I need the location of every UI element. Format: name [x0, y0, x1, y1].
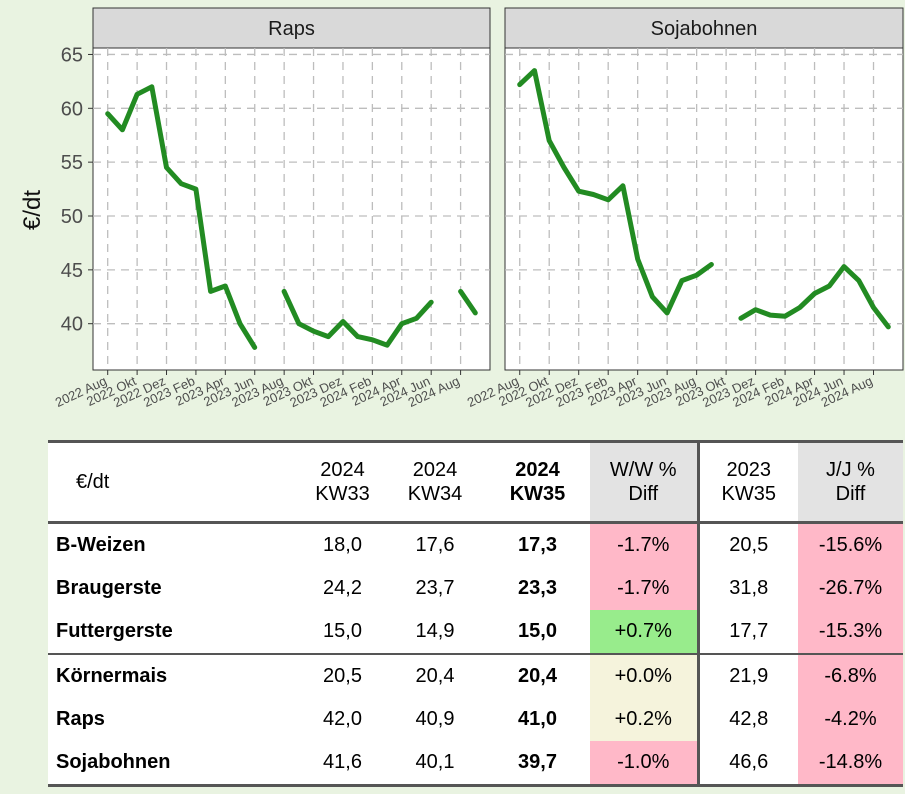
header-cell: W/W % Diff — [590, 440, 698, 524]
y-tick-label: 45 — [61, 260, 83, 282]
cell: 40,9 — [415, 708, 455, 730]
cell: 15,0 — [518, 620, 557, 642]
cell: 41,6 — [300, 741, 385, 787]
y-tick-label: 65 — [61, 44, 83, 66]
y-tick-label: 60 — [61, 98, 83, 120]
cell: -1.0% — [590, 741, 698, 787]
cell: -1.7% — [590, 522, 698, 567]
series-line — [105, 84, 478, 350]
cell: 21,9 — [696, 653, 798, 698]
cell: 46,6 — [696, 741, 798, 787]
row-label: Sojabohnen — [48, 741, 300, 787]
plot-bg — [504, 47, 904, 371]
cell: 17,7 — [696, 610, 798, 654]
table-row: Braugerste 24,2 23,7 23,3 -1.7% 31,8 -26.7% — [48, 567, 903, 610]
cell: 23,7 — [415, 577, 455, 599]
y-tick-label: 50 — [61, 206, 83, 228]
panel-title: Sojabohnen — [651, 18, 758, 40]
cell: -26.7% — [798, 567, 903, 610]
cell: 17,6 — [415, 534, 455, 556]
cell: 42,0 — [323, 708, 362, 730]
row-label: Raps — [56, 708, 105, 730]
table-body: B-Weizen 18,0 17,6 17,3 -1.7% 20,5 -15.6% Braug… — [48, 522, 903, 787]
panel-title: Raps — [268, 18, 315, 40]
row-label: Körnermais — [48, 653, 300, 698]
header-cell: 2024 KW33 — [300, 440, 385, 524]
cell: -15.3% — [798, 610, 903, 654]
header-row: €/dt 2024 KW33 2024 KW34 2024 KW35 W/W % Dif… — [48, 440, 903, 524]
table-row: Raps 42,0 40,9 41,0 +0.2% 42,8 -4.2% — [48, 698, 903, 741]
cell: +0.0% — [590, 653, 698, 698]
cell: 20,4 — [385, 653, 485, 698]
cell: 24,2 — [323, 577, 362, 599]
cell: 18,0 — [323, 534, 362, 556]
header-cell: €/dt — [48, 440, 300, 524]
y-tick-label: 40 — [61, 314, 83, 336]
cell: -6.8% — [798, 653, 903, 698]
row-label: B-Weizen — [56, 534, 146, 556]
cell: 20,4 — [485, 653, 590, 698]
row-label: Futtergerste — [56, 620, 173, 642]
series-line — [517, 68, 891, 330]
cell: -14.8% — [798, 741, 903, 787]
cell: 20,5 — [696, 522, 798, 567]
cell: -4.2% — [798, 698, 903, 741]
cell: 20,5 — [300, 653, 385, 698]
strip — [92, 7, 491, 49]
cell: 42,8 — [696, 698, 798, 741]
cell: 14,9 — [415, 620, 455, 642]
table-row: Futtergerste 15,0 14,9 15,0 +0.7% 17,7 -15.3% — [48, 610, 903, 654]
header-cell: J/J % Diff — [798, 440, 903, 524]
cell: -15.6% — [798, 522, 903, 567]
strip — [504, 7, 904, 49]
cell: 15,0 — [323, 620, 362, 642]
cell: -1.7% — [590, 567, 698, 610]
cell: 41,0 — [518, 708, 557, 730]
y-tick-label: 55 — [61, 152, 83, 174]
header-cell: 2024 KW34 — [385, 440, 485, 524]
header-cell: 2023 KW35 — [696, 440, 798, 524]
table-row: Körnermais 20,5 20,4 20,4 +0.0% 21,9 -6.8% — [48, 653, 903, 698]
plot-bg — [92, 47, 491, 371]
table-row: Sojabohnen 41,6 40,1 39,7 -1.0% 46,6 -14.8% — [48, 741, 903, 787]
price-table: €/dt 2024 KW33 2024 KW34 2024 KW35 W/W % Dif… — [48, 440, 903, 787]
y-axis-label: €/dt — [19, 190, 46, 230]
header-cell: 2024 KW35 — [485, 440, 590, 524]
cell: +0.7% — [590, 610, 698, 654]
row-label: Braugerste — [56, 577, 162, 599]
cell: 17,3 — [518, 534, 557, 556]
cell: 39,7 — [485, 741, 590, 787]
cell: 31,8 — [696, 567, 798, 610]
cell: 23,3 — [518, 577, 557, 599]
cell: 40,1 — [385, 741, 485, 787]
cell: +0.2% — [590, 698, 698, 741]
table-row: B-Weizen 18,0 17,6 17,3 -1.7% 20,5 -15.6% — [48, 522, 903, 567]
